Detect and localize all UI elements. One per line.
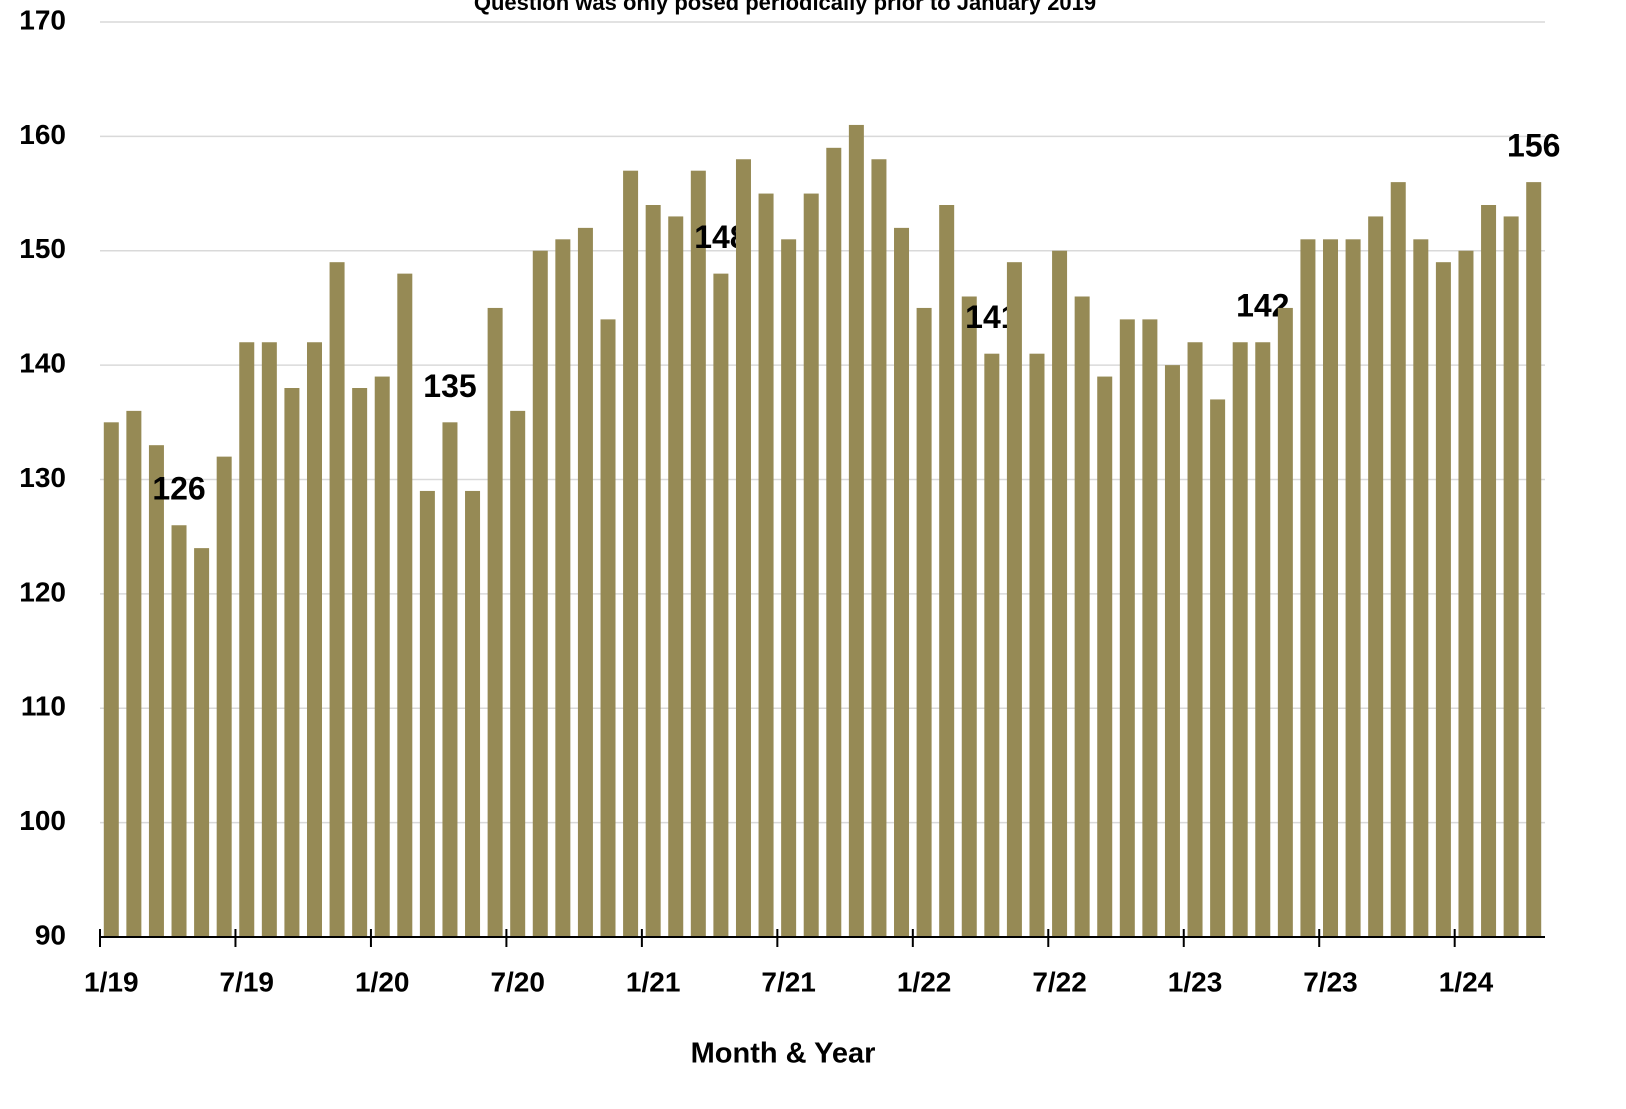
- bar: [1142, 319, 1158, 937]
- bar: [1526, 182, 1542, 937]
- bar: [1277, 307, 1293, 937]
- bar: [261, 342, 277, 937]
- x-tick-label: 1/21: [626, 966, 681, 997]
- bar: [1029, 353, 1045, 937]
- bar: [690, 170, 706, 937]
- bar: [419, 490, 435, 937]
- bar: [916, 307, 932, 937]
- bar: [1503, 216, 1519, 937]
- bar: [668, 216, 684, 937]
- bar: [600, 319, 616, 937]
- bar: [1052, 250, 1068, 937]
- x-tick-label: 1/22: [897, 966, 952, 997]
- x-tick-label: 1/20: [355, 966, 410, 997]
- y-tick-label: 90: [35, 919, 66, 950]
- bar: [1255, 342, 1271, 937]
- bar: [374, 376, 390, 937]
- bar: [126, 410, 142, 937]
- y-tick-label: 110: [21, 691, 66, 722]
- bar: [1458, 250, 1474, 937]
- bar: [826, 147, 842, 937]
- x-tick-label: 1/24: [1439, 966, 1494, 997]
- bar: [1187, 342, 1203, 937]
- bar: [465, 490, 481, 937]
- bar: [103, 422, 119, 937]
- y-tick-label: 120: [19, 576, 66, 607]
- x-tick-label: 7/21: [761, 966, 816, 997]
- bar: [1164, 365, 1180, 937]
- bar: [284, 388, 300, 937]
- bar: [442, 422, 458, 937]
- bar: [1232, 342, 1248, 937]
- bar: [781, 239, 797, 937]
- bar: [1435, 262, 1451, 937]
- x-tick-label: 7/23: [1303, 966, 1358, 997]
- bar: [194, 548, 210, 937]
- data-label: 135: [423, 368, 476, 404]
- bar: [532, 250, 548, 937]
- bar: [645, 205, 661, 937]
- bar: [306, 342, 322, 937]
- x-tick-label: 7/20: [490, 966, 545, 997]
- bar: [1097, 376, 1113, 937]
- x-tick-label: 7/22: [1032, 966, 1087, 997]
- bar: [555, 239, 571, 937]
- bar: [510, 410, 526, 937]
- bar: [577, 227, 593, 937]
- bar: [1390, 182, 1406, 937]
- y-tick-label: 160: [19, 119, 66, 150]
- bar: [939, 205, 955, 937]
- y-tick-label: 150: [19, 233, 66, 264]
- bar: [1413, 239, 1429, 937]
- y-tick-label: 100: [19, 805, 66, 836]
- x-tick-label: 1/23: [1168, 966, 1223, 997]
- bar: [487, 307, 503, 937]
- x-tick-label: 7/19: [220, 966, 275, 997]
- bar: [239, 342, 255, 937]
- x-axis-label: Month & Year: [691, 1038, 876, 1070]
- bar: [216, 456, 232, 937]
- bar: [961, 296, 977, 937]
- bar: [1481, 205, 1497, 937]
- bar: [894, 227, 910, 937]
- y-tick-label: 140: [19, 348, 66, 379]
- bar: [397, 273, 413, 937]
- bar: [848, 124, 864, 937]
- y-tick-label: 170: [19, 4, 66, 35]
- bar: [735, 159, 751, 937]
- data-label: 156: [1507, 128, 1560, 164]
- bar: [1345, 239, 1361, 937]
- bar: [1368, 216, 1384, 937]
- bar: [171, 525, 187, 937]
- bar: [352, 388, 368, 937]
- y-tick-label: 130: [19, 462, 66, 493]
- bar: [803, 193, 819, 937]
- bar: [984, 353, 1000, 937]
- bar: [713, 273, 729, 937]
- bar: [148, 445, 164, 937]
- bar: [871, 159, 887, 937]
- bar: [758, 193, 774, 937]
- bar: [329, 262, 345, 937]
- bar: [623, 170, 639, 937]
- bar: [1300, 239, 1316, 937]
- bar: [1119, 319, 1135, 937]
- x-tick-label: 1/19: [84, 966, 139, 997]
- bar: [1323, 239, 1339, 937]
- bar: [1074, 296, 1090, 937]
- data-label: 126: [152, 471, 205, 507]
- chart-subtitle: Question was only posed periodically pri…: [474, 0, 1096, 15]
- bar: [1006, 262, 1022, 937]
- bar: [1210, 399, 1226, 937]
